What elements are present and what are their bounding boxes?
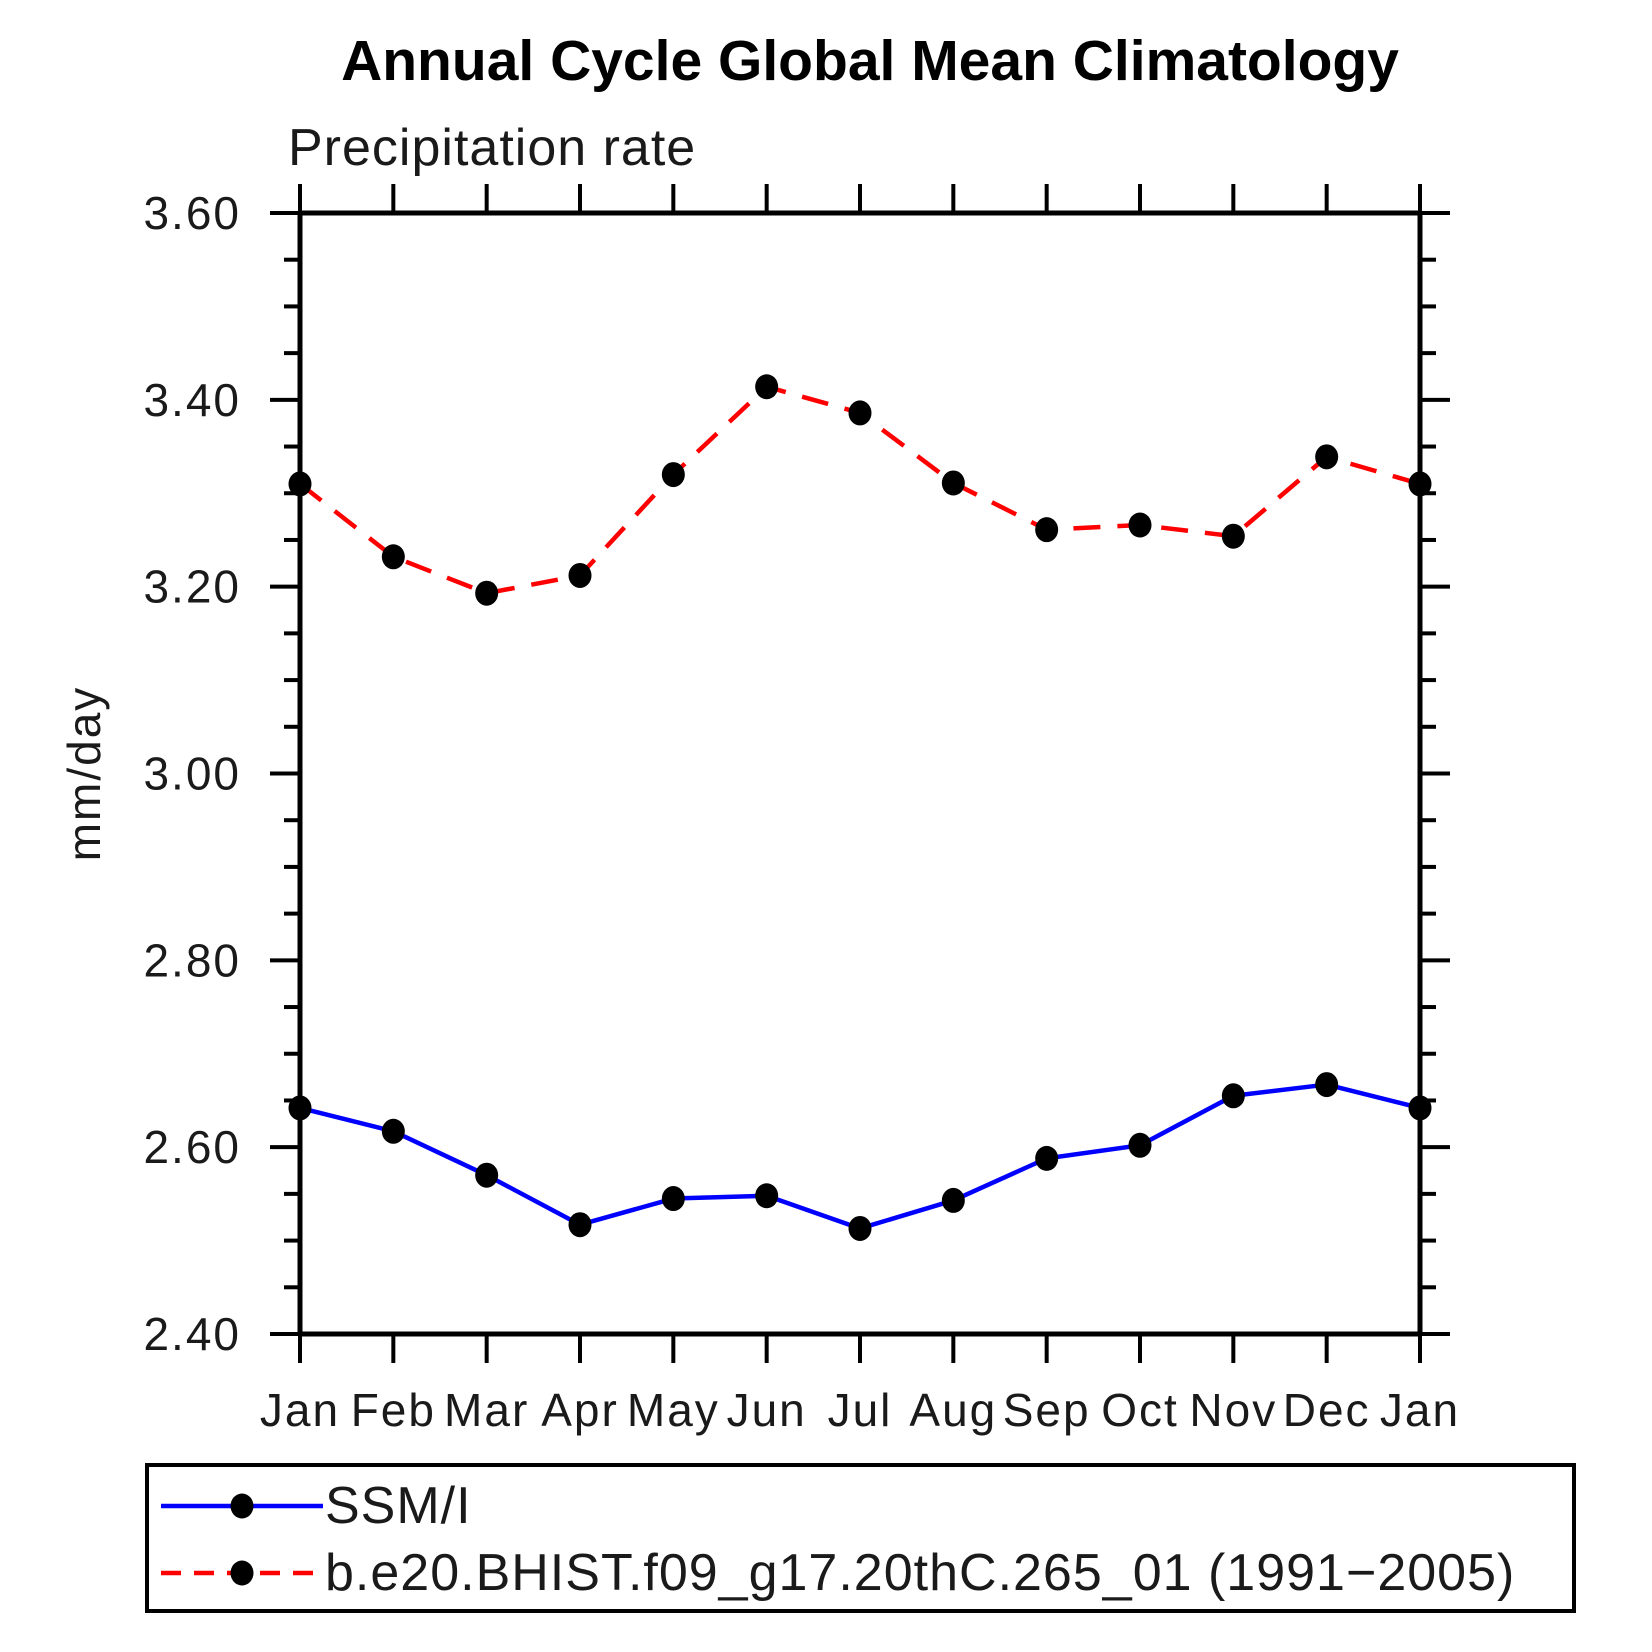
data-point-marker xyxy=(848,400,872,426)
data-point-marker xyxy=(381,544,405,570)
legend-label-model: b.e20.BHIST.f09_g17.20thC.265_01 (1991−2… xyxy=(325,1544,1516,1602)
chart-subtitle: Precipitation rate xyxy=(288,119,697,177)
y-axis-label: mm/day xyxy=(58,686,110,862)
x-tick-label: May xyxy=(627,1384,720,1436)
x-tick-label: Jun xyxy=(727,1384,807,1436)
data-point-marker xyxy=(288,471,312,497)
series-line-0 xyxy=(299,1082,1421,1231)
data-point-marker xyxy=(1221,523,1245,549)
data-point-marker xyxy=(568,562,592,588)
legend-item-ssmi: SSM/I xyxy=(155,1478,472,1534)
data-point-marker xyxy=(661,462,685,488)
data-point-marker xyxy=(475,580,499,606)
y-tick-label: 3.00 xyxy=(143,748,241,800)
x-tick-label: Sep xyxy=(1003,1384,1091,1436)
data-point-marker xyxy=(1408,1095,1432,1121)
legend-label-ssmi: SSM/I xyxy=(325,1477,472,1535)
data-point-marker xyxy=(381,1118,405,1144)
x-tick-label: Apr xyxy=(541,1384,619,1436)
data-point-marker xyxy=(755,374,779,400)
x-tick-label: Feb xyxy=(351,1384,436,1436)
data-point-marker xyxy=(288,1095,312,1121)
x-tick-label: Mar xyxy=(444,1384,529,1436)
data-point-marker xyxy=(1128,1132,1152,1158)
x-tick-label: Jan xyxy=(260,1384,340,1436)
y-tick-label: 2.40 xyxy=(143,1308,241,1360)
data-point-marker xyxy=(1221,1083,1245,1109)
data-point-marker xyxy=(941,470,965,496)
data-point-marker xyxy=(475,1162,499,1188)
x-tick-label: Oct xyxy=(1101,1384,1179,1436)
x-tick-label: Nov xyxy=(1189,1384,1277,1436)
data-point-marker xyxy=(1408,471,1432,497)
data-point-marker xyxy=(1315,1072,1339,1098)
data-point-marker xyxy=(661,1186,685,1212)
legend: SSM/I b.e20.BHIST.f09_g17.20thC.265_01 (… xyxy=(145,1463,1576,1613)
y-tick-label: 3.40 xyxy=(143,374,241,426)
data-point-marker xyxy=(1315,444,1339,470)
y-tick-label: 2.60 xyxy=(143,1121,241,1173)
x-tick-label: Jul xyxy=(828,1384,893,1436)
data-point-marker xyxy=(755,1183,779,1209)
y-tick-label: 2.80 xyxy=(143,934,241,986)
data-point-marker xyxy=(941,1187,965,1213)
data-point-marker xyxy=(1128,512,1152,538)
chart-title: Annual Cycle Global Mean Climatology xyxy=(341,29,1399,93)
legend-item-model: b.e20.BHIST.f09_g17.20thC.265_01 (1991−2… xyxy=(155,1545,1515,1601)
x-tick-label: Aug xyxy=(909,1384,997,1436)
data-point-marker xyxy=(1035,1145,1059,1171)
y-tick-label: 3.20 xyxy=(143,561,241,613)
x-tick-label: Dec xyxy=(1283,1384,1371,1436)
data-point-marker xyxy=(568,1212,592,1238)
data-point-marker xyxy=(848,1215,872,1241)
x-tick-label: Jan xyxy=(1380,1384,1460,1436)
data-point-marker xyxy=(1035,517,1059,543)
legend-sample-solid-line-icon xyxy=(161,1493,323,1519)
legend-sample-dashed-line-icon xyxy=(161,1560,323,1586)
y-tick-label: 3.60 xyxy=(143,187,241,239)
